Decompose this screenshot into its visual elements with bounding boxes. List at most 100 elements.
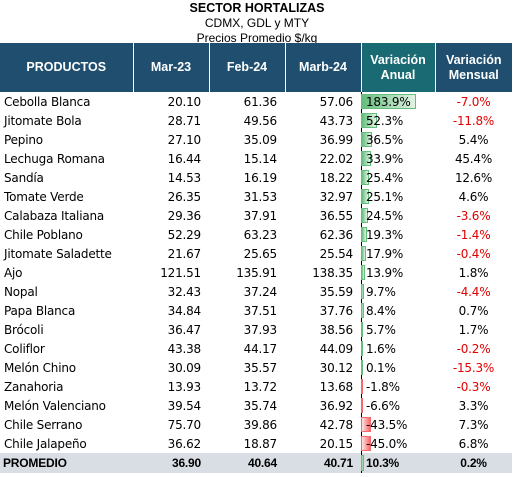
table-row: Chile Poblano 52.29 63.23 62.36 19.3% -1…: [0, 225, 512, 244]
price-mar23: 121.51: [160, 265, 201, 280]
price-feb24: 16.19: [243, 170, 278, 185]
price-mar24: 57.06: [319, 94, 354, 109]
price-mar24: 42.78: [319, 417, 354, 432]
annual-change-cell: 5.7%: [361, 320, 435, 339]
price-mar23: 36.47: [167, 322, 202, 337]
product-name: Sandía: [4, 170, 44, 185]
annual-change-value: 24.5%: [366, 208, 404, 223]
product-name: Nopal: [4, 284, 38, 299]
price-mar23: 36.62: [167, 436, 202, 451]
product-name: Chile Poblano: [4, 227, 83, 242]
annual-change-value: 33.9%: [366, 151, 404, 166]
price-mar24: 38.56: [319, 322, 354, 337]
table-row: Jitomate Bola 28.71 49.56 43.73 52.3% -1…: [0, 111, 512, 130]
monthly-change-value: 4.6%: [458, 189, 489, 204]
price-mar23: 39.54: [167, 398, 202, 413]
col-header-mensual-line1: Variación: [445, 52, 502, 67]
product-name: Jitomate Saladette: [4, 246, 112, 261]
price-feb24: 37.24: [243, 284, 278, 299]
price-feb24: 135.91: [236, 265, 277, 280]
annual-change-value: 8.4%: [366, 303, 396, 318]
col-header-product: PRODUCTOS: [0, 43, 134, 92]
table-row: Pepino 27.10 35.09 36.99 36.5% 5.4%: [0, 130, 512, 149]
product-name: Calabaza Italiana: [4, 208, 105, 223]
table-row: Melón Chino 30.09 35.57 30.12 0.1% -15.3…: [0, 358, 512, 377]
annual-change-cell: 183.9%: [361, 92, 435, 111]
annual-change-value: 5.7%: [366, 322, 396, 337]
price-mar23: 36.90: [133, 453, 209, 473]
annual-change-value: 0.1%: [366, 360, 396, 375]
annual-change-value: 13.9%: [366, 265, 404, 280]
annual-change-databar: [361, 189, 369, 204]
col-header-feb24: Feb-24: [209, 43, 286, 92]
price-mar24: 43.73: [319, 113, 354, 128]
table-row: Jitomate Saladette 21.67 25.65 25.54 17.…: [0, 244, 512, 263]
annual-change-value: 183.9%: [366, 94, 411, 109]
annual-change-cell: 8.4%: [361, 301, 435, 320]
table-row: Papa Blanca 34.84 37.51 37.76 8.4% 0.7%: [0, 301, 512, 320]
table-row: Zanahoria 13.93 13.72 13.68 -1.8% -0.3%: [0, 377, 512, 396]
product-name: Lechuga Romana: [4, 151, 105, 166]
col-header-anual: Variación Anual: [361, 43, 436, 92]
price-feb24: 63.23: [243, 227, 278, 242]
monthly-change-value: 7.3%: [458, 417, 489, 432]
annual-change-value: 36.5%: [366, 132, 404, 147]
price-mar24: 138.35: [312, 265, 353, 280]
price-mar24: 40.71: [285, 453, 361, 473]
monthly-change-value: -0.2%: [456, 341, 491, 356]
report-header: SECTOR HORTALIZAS CDMX, GDL y MTY Precio…: [0, 0, 514, 46]
product-name: Zanahoria: [4, 379, 64, 394]
price-mar24: 36.55: [319, 208, 354, 223]
price-feb24: 35.74: [243, 398, 278, 413]
annual-change-value: -43.5%: [366, 417, 408, 432]
monthly-change-value: -0.4%: [456, 246, 491, 261]
price-mar23: 16.44: [167, 151, 202, 166]
product-name: Chile Jalapeño: [4, 436, 87, 451]
table-row: Cebolla Blanca 20.10 61.36 57.06 183.9% …: [0, 92, 512, 111]
table-row: Brócoli 36.47 37.93 38.56 5.7% 1.7%: [0, 320, 512, 339]
annual-change-databar: [361, 379, 363, 394]
annual-change-value: 25.1%: [366, 189, 404, 204]
price-feb24: 37.93: [243, 322, 278, 337]
product-name: Jitomate Bola: [4, 113, 82, 128]
price-table: PRODUCTOS Mar-23 Feb-24 Marb-24 Variació…: [0, 43, 512, 473]
price-feb24: 13.72: [243, 379, 278, 394]
table-row: Coliflor 43.38 44.17 44.09 1.6% -0.2%: [0, 339, 512, 358]
price-mar24: 13.68: [319, 379, 354, 394]
annual-change-value: 10.3%: [366, 456, 400, 470]
price-mar23: 43.38: [167, 341, 202, 356]
annual-change-cell: 25.1%: [361, 187, 435, 206]
price-feb24: 40.64: [209, 453, 285, 473]
table-row: Lechuga Romana 16.44 15.14 22.02 33.9% 4…: [0, 149, 512, 168]
price-feb24: 35.57: [243, 360, 278, 375]
table-row: Melón Valenciano 39.54 35.74 36.92 -6.6%…: [0, 396, 512, 415]
price-feb24: 61.36: [243, 94, 278, 109]
monthly-change-value: 1.8%: [458, 265, 489, 280]
price-feb24: 35.09: [243, 132, 278, 147]
monthly-change-value: -15.3%: [452, 360, 495, 375]
product-name: Coliflor: [4, 341, 45, 356]
col-header-anual-line1: Variación: [370, 52, 426, 67]
annual-change-cell: -43.5%: [361, 415, 435, 434]
price-feb24: 18.87: [243, 436, 278, 451]
monthly-change-value: 0.2%: [435, 453, 512, 473]
price-mar24: 20.15: [319, 436, 354, 451]
monthly-change-value: 5.4%: [458, 132, 489, 147]
annual-change-cell: 17.9%: [361, 244, 435, 263]
price-mar24: 18.22: [319, 170, 354, 185]
col-header-mar23: Mar-23: [133, 43, 210, 92]
col-header-mar24: Marb-24: [285, 43, 362, 92]
annual-change-databar: [361, 436, 371, 451]
product-name: PROMEDIO: [0, 453, 133, 473]
annual-change-cell: 13.9%: [361, 263, 435, 282]
annual-change-value: -1.8%: [366, 379, 400, 394]
annual-change-databar: [361, 170, 369, 185]
price-feb24: 25.65: [243, 246, 278, 261]
annual-change-cell: 52.3%: [361, 111, 435, 130]
price-feb24: 37.91: [243, 208, 278, 223]
product-name: Papa Blanca: [4, 303, 76, 318]
annual-change-databar: [361, 341, 363, 356]
table-row: Chile Serrano 75.70 39.86 42.78 -43.5% 7…: [0, 415, 512, 434]
price-mar23: 34.84: [167, 303, 202, 318]
